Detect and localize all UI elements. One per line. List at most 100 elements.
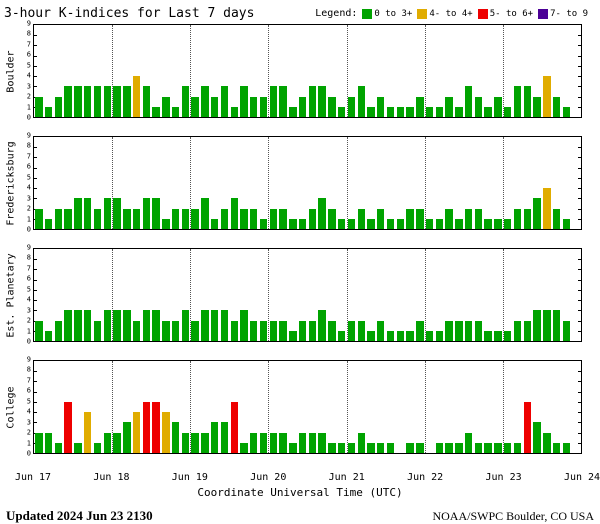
y-tick-label: 7 bbox=[26, 40, 31, 49]
k-index-bar bbox=[552, 96, 561, 117]
y-axis-tick bbox=[34, 381, 37, 383]
k-index-bar bbox=[250, 320, 258, 341]
k-index-bar bbox=[54, 320, 63, 341]
k-index-bar bbox=[318, 86, 326, 117]
gridline-vertical bbox=[424, 249, 426, 341]
k-index-bar bbox=[308, 208, 317, 229]
k-index-bar bbox=[181, 208, 190, 229]
k-index-bar bbox=[425, 218, 434, 229]
k-index-bar bbox=[201, 310, 209, 341]
y-axis-tick bbox=[578, 76, 581, 78]
y-axis-tick bbox=[34, 300, 37, 302]
k-index-bar bbox=[240, 208, 248, 229]
legend-item-red: 5- to 6+ bbox=[477, 8, 533, 19]
plot-area-boulder bbox=[33, 24, 582, 118]
k-index-bar bbox=[132, 208, 141, 229]
y-tick-label: 1 bbox=[26, 103, 31, 112]
y-axis-tick bbox=[578, 65, 581, 67]
y-tick-label: 0 bbox=[26, 449, 31, 458]
k-index-bar bbox=[533, 310, 541, 341]
k-index-bar bbox=[357, 208, 365, 229]
k-index-bar bbox=[201, 198, 209, 229]
k-index-bar bbox=[269, 86, 278, 117]
y-tick-label: 4 bbox=[26, 295, 31, 304]
k-index-bar bbox=[93, 208, 102, 229]
y-tick-label: 8 bbox=[26, 253, 31, 262]
k-index-bar bbox=[103, 310, 111, 341]
gridline-vertical bbox=[346, 25, 348, 117]
k-index-bar bbox=[474, 320, 483, 341]
k-index-bar bbox=[425, 106, 434, 117]
y-tick-label: 9 bbox=[26, 243, 31, 252]
k-index-bar bbox=[240, 86, 248, 117]
station-label-fredericksburg: Fredericksburg bbox=[5, 140, 17, 226]
y-tick-label: 3 bbox=[26, 194, 31, 203]
k-index-bar bbox=[132, 412, 141, 453]
k-index-bar bbox=[210, 422, 219, 453]
y-axis-tick bbox=[578, 279, 581, 281]
k-index-bar bbox=[464, 86, 473, 117]
k-index-bar bbox=[377, 96, 385, 117]
k-index-bar bbox=[494, 330, 502, 341]
k-index-bar bbox=[562, 442, 571, 453]
y-axis-tick bbox=[34, 279, 37, 281]
k-index-bar bbox=[142, 310, 151, 341]
y-axis-tick bbox=[578, 106, 581, 108]
y-axis-tick bbox=[578, 208, 581, 210]
updated-timestamp: Updated 2024 Jun 23 2130 bbox=[6, 508, 153, 523]
k-index-bar bbox=[279, 320, 287, 341]
x-axis-labels: Jun 17 Jun 18 Jun 19 Jun 20 Jun 21 Jun 22 Jun … bbox=[15, 472, 600, 485]
k-index-bar bbox=[35, 96, 43, 117]
y-tick-label: 0 bbox=[26, 113, 31, 122]
k-index-bar bbox=[435, 218, 444, 229]
k-index-bar bbox=[396, 106, 404, 117]
x-tick-label: Jun 18 bbox=[93, 472, 130, 483]
k-index-bar bbox=[416, 442, 424, 453]
y-tick-label: 6 bbox=[26, 162, 31, 171]
y-axis-tick bbox=[34, 391, 37, 393]
y-axis-tick bbox=[34, 35, 37, 37]
k-index-bar bbox=[298, 96, 307, 117]
y-axis-tick bbox=[34, 310, 37, 312]
k-index-bar bbox=[513, 208, 522, 229]
k-index-bar bbox=[220, 310, 229, 341]
legend: Legend: 0 to 3+ 4- to 4+ 5- to 6+ 7- to … bbox=[315, 8, 588, 19]
y-axis-tick bbox=[578, 300, 581, 302]
k-index-bar bbox=[455, 218, 463, 229]
k-index-bar bbox=[337, 442, 346, 453]
k-index-bar bbox=[84, 198, 92, 229]
k-index-bar bbox=[113, 198, 121, 229]
y-axis-tick bbox=[578, 442, 581, 444]
legend-label: Legend: bbox=[315, 8, 358, 19]
k-index-bar bbox=[367, 106, 375, 117]
k-index-bar bbox=[152, 106, 160, 117]
y-axis-tick bbox=[34, 188, 37, 190]
k-index-bar bbox=[123, 208, 131, 229]
k-index-bar bbox=[523, 86, 531, 117]
gridline-vertical bbox=[502, 249, 504, 341]
k-index-bar bbox=[142, 401, 151, 453]
k-index-bar bbox=[269, 208, 278, 229]
y-tick-label: 8 bbox=[26, 141, 31, 150]
k-index-bar bbox=[494, 218, 502, 229]
plot-area bbox=[33, 360, 582, 454]
k-index-bar bbox=[142, 86, 151, 117]
y-axis-tick bbox=[34, 86, 37, 88]
station-label-college: College bbox=[5, 385, 17, 429]
y-axis-tick bbox=[34, 167, 37, 169]
k-index-bar bbox=[123, 310, 131, 341]
k-index-bar bbox=[162, 320, 170, 341]
k-index-bar bbox=[152, 401, 160, 453]
y-axis-tick bbox=[578, 198, 581, 200]
k-index-bar bbox=[44, 432, 53, 453]
gridline-vertical bbox=[268, 361, 270, 453]
y-axis-tick bbox=[578, 167, 581, 169]
k-index-bar bbox=[93, 442, 102, 453]
k-index-bar bbox=[259, 96, 268, 117]
gridline-vertical bbox=[112, 25, 114, 117]
